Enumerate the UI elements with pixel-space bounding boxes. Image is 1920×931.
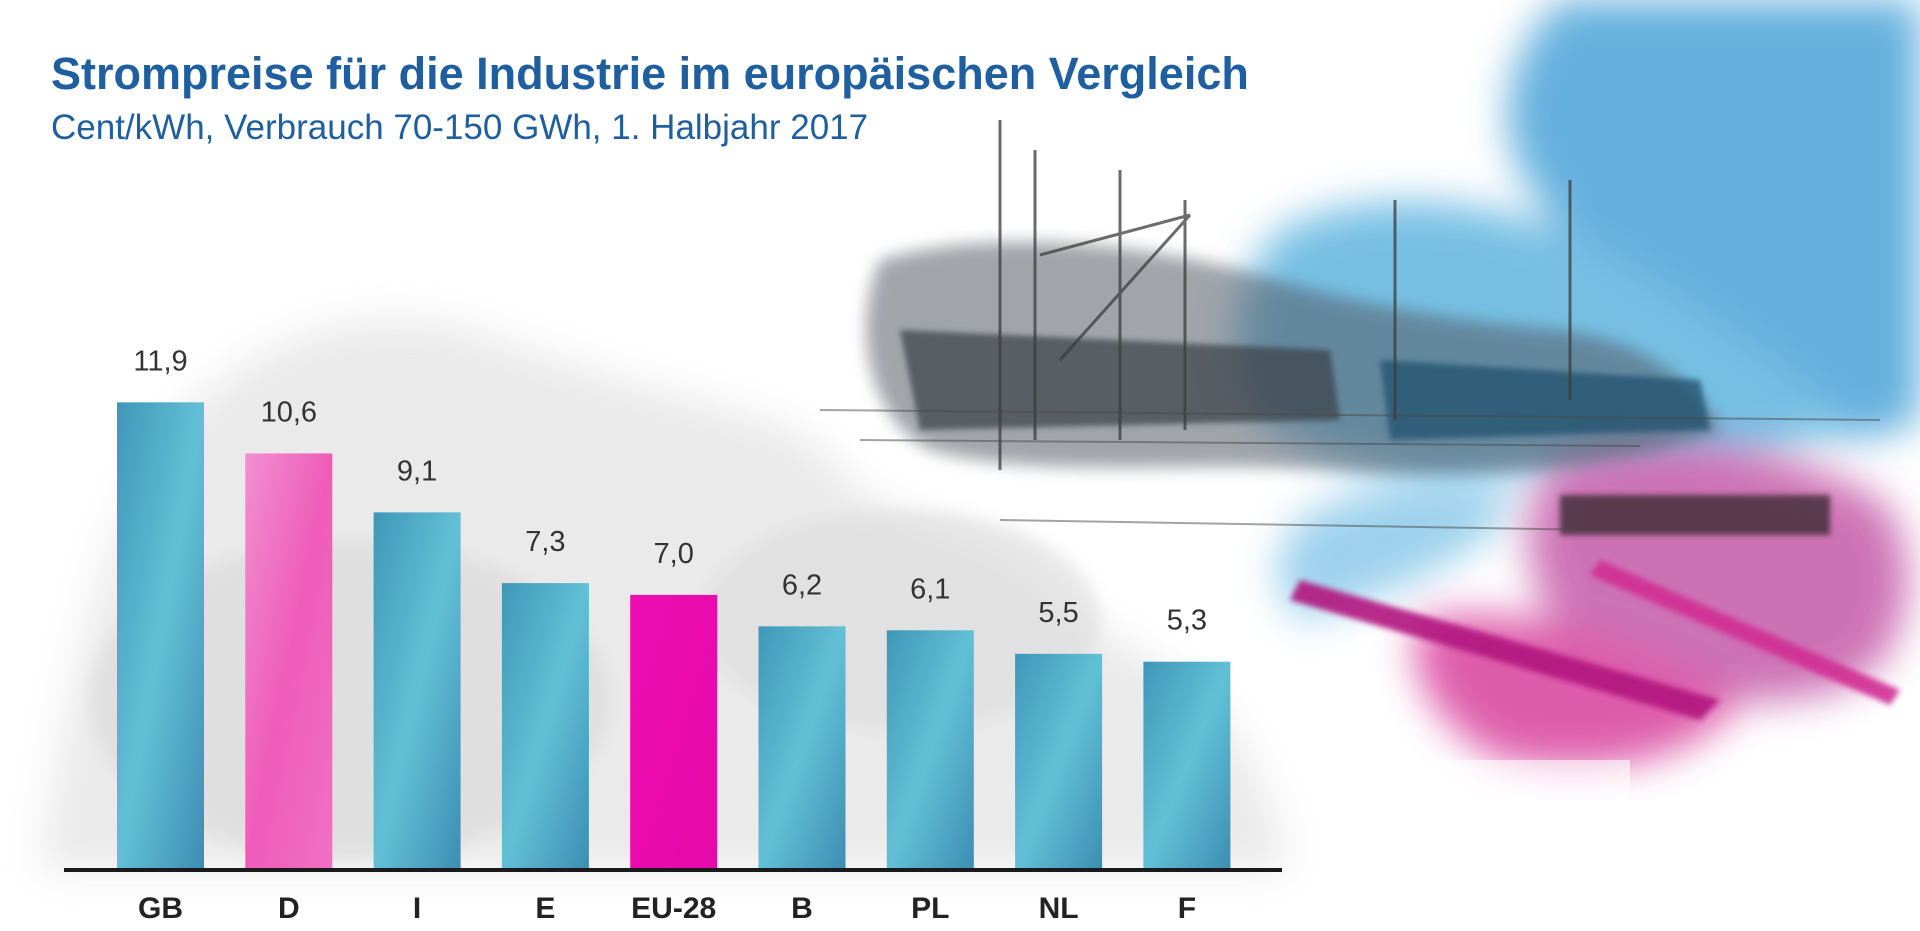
category-label-nl: NL bbox=[1039, 892, 1079, 925]
value-label-pl: 6,1 bbox=[910, 573, 950, 605]
value-label-nl: 5,5 bbox=[1038, 597, 1078, 629]
bar-b bbox=[758, 626, 846, 870]
bar-pl bbox=[886, 630, 974, 870]
bar-gb bbox=[117, 402, 204, 870]
category-label-eu-28: EU-28 bbox=[631, 892, 716, 925]
chart-subtitle: Cent/kWh, Verbrauch 70-150 GWh, 1. Halbj… bbox=[51, 108, 869, 147]
category-label-f: F bbox=[1178, 892, 1196, 925]
bar-d bbox=[245, 453, 333, 870]
value-label-b: 6,2 bbox=[782, 569, 822, 601]
category-label-gb: GB bbox=[138, 892, 183, 925]
bar-eu-28 bbox=[630, 594, 718, 870]
bar-e bbox=[501, 583, 589, 870]
category-label-pl: PL bbox=[911, 892, 949, 925]
category-label-b: B bbox=[791, 892, 813, 925]
value-label-eu-28: 7,0 bbox=[654, 538, 694, 570]
chart-title: Strompreise für die Industrie im europäi… bbox=[51, 48, 1249, 99]
bar-f bbox=[1143, 661, 1231, 870]
bar-i bbox=[373, 512, 461, 870]
value-label-d: 10,6 bbox=[261, 396, 317, 428]
value-label-gb: 11,9 bbox=[133, 345, 187, 377]
value-label-e: 7,3 bbox=[525, 526, 565, 558]
category-label-d: D bbox=[278, 892, 300, 925]
bar-nl bbox=[1015, 653, 1103, 870]
category-label-i: I bbox=[413, 892, 421, 925]
category-label-e: E bbox=[535, 892, 555, 925]
value-label-f: 5,3 bbox=[1167, 605, 1207, 637]
value-label-i: 9,1 bbox=[397, 455, 437, 487]
